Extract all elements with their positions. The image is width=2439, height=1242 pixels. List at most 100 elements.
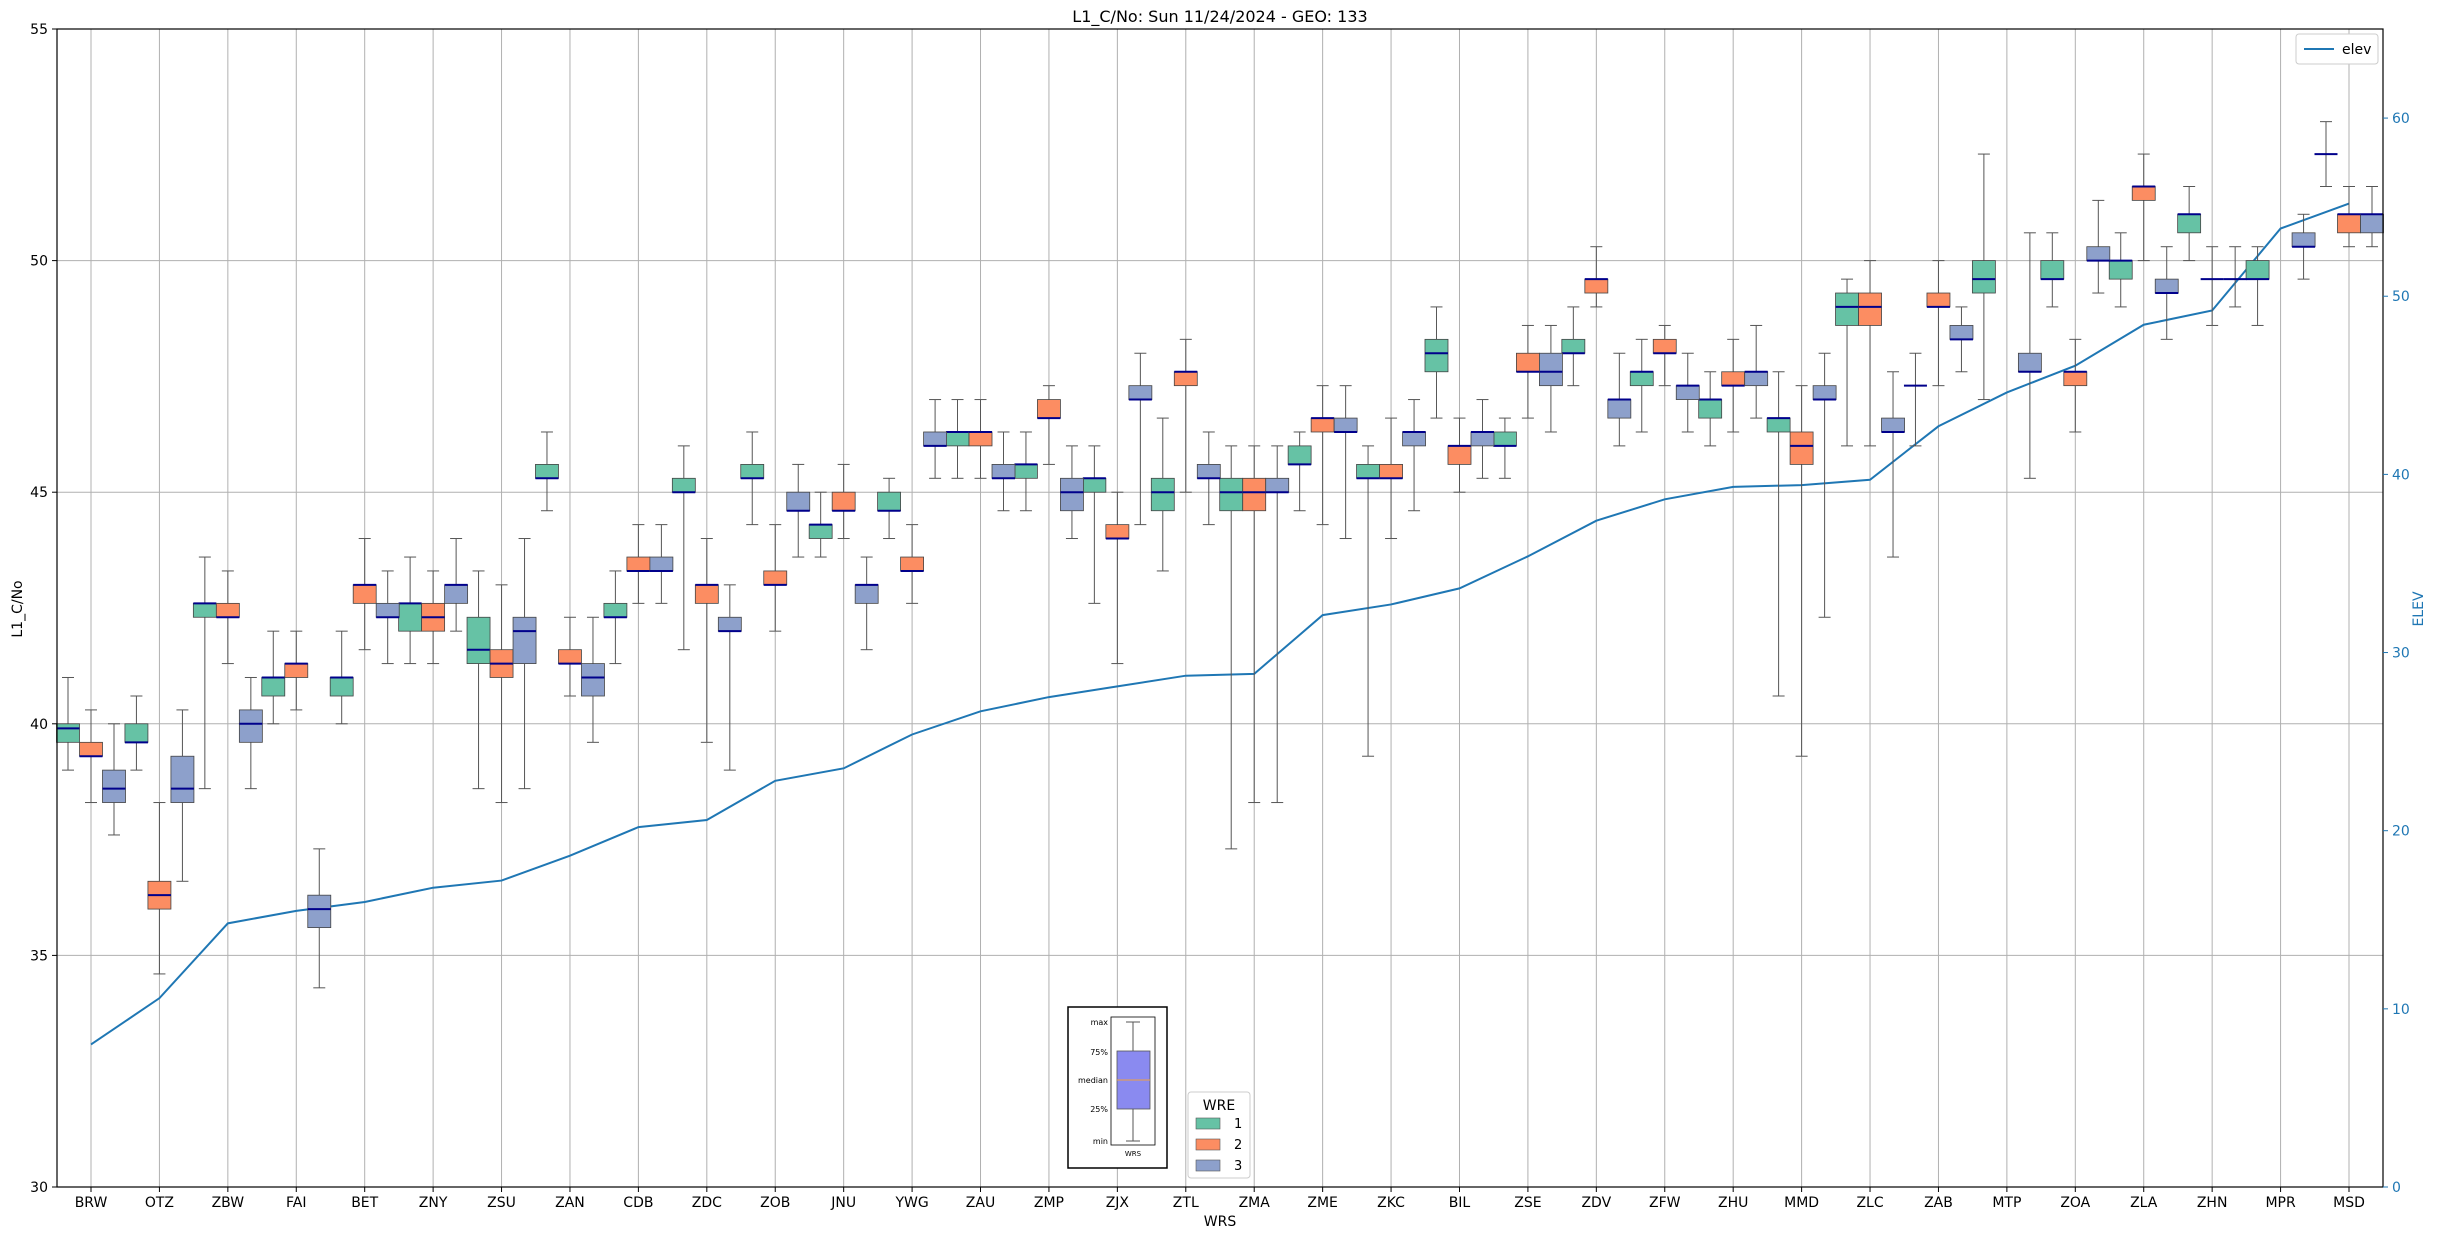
box-body xyxy=(1379,464,1403,479)
box-MPR-wre1 xyxy=(2245,246,2270,326)
box-OTZ-wre1 xyxy=(124,695,149,771)
box-body xyxy=(1082,477,1107,493)
x-tick-label: ZDV xyxy=(1581,1195,1611,1211)
box-body xyxy=(649,556,674,572)
elev-line xyxy=(90,202,2350,1046)
x-tick-label: BET xyxy=(351,1195,378,1211)
box-body xyxy=(1128,385,1153,400)
box-body xyxy=(535,464,559,479)
box-ZAB-wre3 xyxy=(1949,306,1974,373)
box-ZOB-wre2 xyxy=(763,524,788,632)
box-body xyxy=(215,602,240,618)
box-YWG-wre2 xyxy=(900,524,924,604)
box-body xyxy=(1173,371,1198,387)
box-body xyxy=(1766,417,1791,433)
box-ZAB-wre2 xyxy=(1926,260,1951,387)
box-ZAN-wre3 xyxy=(581,616,605,743)
box-body xyxy=(466,616,491,664)
box-ZBW-wre3 xyxy=(238,676,263,790)
box-body xyxy=(603,602,628,618)
y-tick-label: 55 xyxy=(30,22,48,38)
axes: 30 35 40 45 50 55 0 10 20 30 40 50 60 BRW OTZ ZBW FAI BET… xyxy=(30,22,2410,1211)
x-tick-label: ZJX xyxy=(1106,1195,1130,1211)
box-ZME-wre2 xyxy=(1310,385,1335,526)
x-axis-label: WRS xyxy=(1204,1214,1237,1230)
x-tick-label: ZSE xyxy=(1514,1195,1541,1211)
y-tick-label: 40 xyxy=(30,717,48,733)
box-ZBW-wre1 xyxy=(192,556,217,790)
x-tick-label: ZFW xyxy=(1649,1195,1681,1211)
box-body xyxy=(923,431,947,447)
y-tick-label: 50 xyxy=(30,254,48,270)
x-tick-label: MMD xyxy=(1784,1195,1819,1211)
y-tick-label: 45 xyxy=(30,485,48,501)
box-body xyxy=(2337,213,2361,234)
box-body xyxy=(2086,246,2111,261)
box-body xyxy=(398,602,423,632)
box-ZAU-wre2 xyxy=(968,399,993,479)
box-MMD-wre1 xyxy=(1766,371,1791,697)
box-CDB-wre1 xyxy=(603,570,628,665)
box-ZTL-wre1 xyxy=(1150,417,1175,572)
box-body xyxy=(307,894,332,929)
box-OTZ-wre3 xyxy=(170,709,195,882)
box-ZMP-wre3 xyxy=(1060,445,1084,540)
x-tick-label: MTP xyxy=(1992,1195,2021,1211)
box-ZLC-wre1 xyxy=(1835,278,1859,447)
y2-tick-label: 30 xyxy=(2392,646,2410,662)
box-body xyxy=(991,464,1016,479)
box-ZMA-wre1 xyxy=(1219,445,1244,850)
box-BIL-wre1 xyxy=(1424,306,1449,419)
box-YWG-wre3 xyxy=(923,399,947,479)
box-OTZ-wre2 xyxy=(147,802,172,975)
x-tick-label: ZBW xyxy=(212,1195,245,1211)
x-tick-label: MSD xyxy=(2333,1195,2365,1211)
box-ZME-wre3 xyxy=(1333,385,1358,540)
wre-legend-label-3: 3 xyxy=(1234,1159,1242,1174)
box-body xyxy=(1516,352,1540,373)
elev-series xyxy=(90,202,2350,1046)
box-ZLC-wre2 xyxy=(1858,260,1882,447)
box-ZDV-wre3 xyxy=(1607,352,1632,447)
box-body xyxy=(1812,385,1837,400)
box-ZHU-wre2 xyxy=(1721,338,1746,433)
elev-legend-label: elev xyxy=(2342,42,2371,58)
x-tick-label: ZHU xyxy=(1718,1195,1748,1211)
single-ZHN-wre2 xyxy=(2200,246,2224,326)
box-body xyxy=(1493,431,1517,447)
box-BIL-wre3 xyxy=(1470,399,1495,479)
box-FAI-wre3 xyxy=(307,848,332,989)
box-body xyxy=(192,602,217,618)
x-tick-label: ZTL xyxy=(1173,1195,1199,1211)
y-tick-label: 35 xyxy=(30,948,48,964)
box-ZOA-wre1 xyxy=(2040,232,2065,308)
box-body xyxy=(854,584,879,604)
box-key-median-label: median xyxy=(1078,1076,1108,1085)
box-body xyxy=(1835,292,1859,326)
box-body xyxy=(581,663,605,697)
box-FAI-wre1 xyxy=(261,630,286,725)
box-JNU-wre2 xyxy=(831,463,856,540)
y2-tick-label: 10 xyxy=(2392,1002,2410,1018)
x-tick-label: ZHN xyxy=(2197,1195,2228,1211)
box-body xyxy=(1698,399,1723,419)
x-tick-label: ZAN xyxy=(555,1195,585,1211)
box-ZSU-wre3 xyxy=(512,538,537,790)
box-ZKC-wre2 xyxy=(1379,417,1403,540)
box-body xyxy=(1675,385,1700,400)
box-ZJX-wre3 xyxy=(1128,352,1153,526)
box-ZSU-wre1 xyxy=(466,570,491,790)
y2-tick-label: 60 xyxy=(2392,111,2410,127)
box-ZTL-wre3 xyxy=(1196,431,1221,526)
box-body xyxy=(1629,371,1654,387)
box-body xyxy=(1287,445,1312,465)
box-ZDV-wre1 xyxy=(1561,306,1586,387)
box-BET-wre3 xyxy=(375,570,400,665)
box-CDB-wre3 xyxy=(649,524,674,604)
box-body xyxy=(375,602,400,618)
y-axis-label: L1_C/No xyxy=(10,580,26,637)
box-body xyxy=(1561,338,1586,354)
box-ZHU-wre3 xyxy=(1744,324,1769,419)
box-ZNY-wre3 xyxy=(444,538,469,632)
box-ZDC-wre1 xyxy=(671,445,696,651)
